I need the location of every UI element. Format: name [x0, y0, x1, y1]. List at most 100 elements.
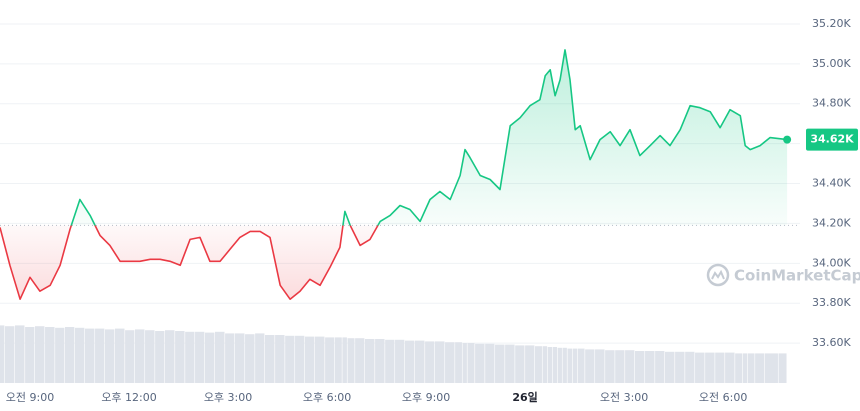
volume-bar	[505, 344, 515, 383]
volume-bar	[74, 327, 85, 383]
y-tick-label: 33.80K	[812, 296, 851, 309]
volume-bar	[525, 345, 535, 383]
volume-bar	[542, 346, 548, 383]
current-price-label: 34.62K	[810, 133, 854, 146]
current-price-tag	[806, 128, 858, 151]
volume-bar	[742, 353, 748, 383]
y-tick-label: 34.80K	[812, 97, 851, 110]
volume-bar	[45, 327, 55, 383]
volume-bar	[495, 344, 505, 383]
volume-bar	[567, 348, 573, 383]
volume-bar	[615, 350, 625, 383]
volume-bar	[577, 348, 585, 383]
volume-bar	[265, 335, 275, 383]
volume-bar	[705, 352, 715, 383]
volume-bar	[325, 337, 335, 383]
volume-bar	[404, 340, 415, 383]
volume-bar	[195, 331, 205, 383]
volume-bar	[315, 336, 325, 383]
volume-bar	[365, 339, 375, 383]
volume-bar	[434, 341, 445, 383]
volume-bar	[34, 326, 45, 383]
watermark-logo-mark	[711, 269, 725, 280]
volume-bar	[645, 351, 655, 383]
watermark: CoinMarketCap	[706, 263, 860, 287]
volume-bar	[125, 330, 135, 383]
volume-bar	[155, 331, 165, 383]
volume-bar	[462, 343, 467, 383]
volume-bar	[165, 330, 175, 383]
volume-bar	[334, 337, 342, 383]
volume-bar	[395, 339, 405, 383]
volume-bar	[475, 343, 485, 383]
watermark-logo	[706, 263, 730, 287]
volume-bar	[255, 333, 265, 383]
volume-bar	[145, 330, 155, 383]
volume-bar	[65, 327, 75, 383]
watermark-text: CoinMarketCap	[734, 267, 860, 285]
volume-bar	[185, 331, 195, 383]
y-tick-label: 34.40K	[812, 177, 851, 190]
volume-bar	[755, 353, 765, 383]
volume-bar	[605, 350, 615, 383]
volume-bar	[445, 342, 455, 383]
last-point	[783, 135, 792, 144]
volume-bar	[275, 335, 285, 383]
volume-bar	[778, 353, 787, 383]
volume-bar	[547, 347, 553, 383]
y-tick-label: 34.20K	[812, 216, 851, 229]
x-tick-label: 오전 6:00	[699, 391, 747, 404]
volume-bar	[585, 349, 595, 383]
volume-bar	[455, 342, 462, 383]
volume-bar	[572, 348, 578, 383]
volume-bar	[515, 345, 525, 383]
volume-bar	[295, 335, 305, 383]
volume-bar	[175, 331, 185, 383]
volume-bar	[695, 352, 705, 383]
volume-bar	[15, 325, 25, 383]
volume-bar	[25, 327, 35, 383]
x-tick-label: 오전 9:00	[6, 391, 54, 404]
volume-bar	[304, 336, 315, 383]
x-tick-label: 오후 9:00	[402, 391, 450, 404]
y-tick-label: 34.00K	[812, 256, 851, 269]
volume-bar	[747, 353, 755, 383]
volume-bar	[685, 351, 695, 383]
price-line	[0, 49, 788, 300]
volume-bar	[347, 338, 355, 383]
volume-bar	[625, 350, 635, 383]
volume-bar	[95, 328, 105, 383]
volume-bar	[355, 338, 365, 383]
volume-bar	[285, 335, 295, 383]
y-tick-label: 35.20K	[812, 17, 851, 30]
volume-bar	[467, 343, 475, 383]
volume-bar	[735, 353, 743, 383]
volume-bar	[725, 352, 735, 383]
volume-bar	[0, 325, 5, 383]
volume-bar	[557, 347, 562, 383]
volume-bar	[4, 326, 15, 383]
volume-bar	[104, 329, 115, 383]
volume-bar	[485, 343, 495, 383]
volume-bar	[134, 329, 145, 383]
volume-bar	[225, 333, 235, 383]
y-tick-label: 33.60K	[812, 336, 851, 349]
volume-bar	[665, 351, 675, 383]
volume-bar	[204, 332, 215, 383]
volume-bar	[534, 346, 542, 383]
volume-bar	[765, 353, 778, 383]
x-tick-label: 오후 3:00	[204, 391, 252, 404]
volume-bar	[562, 347, 567, 383]
volume-bar	[115, 328, 125, 383]
x-tick-label: 오후 6:00	[303, 391, 351, 404]
volume-bar	[634, 351, 645, 383]
x-tick-label: 오전 3:00	[600, 391, 648, 404]
price-area	[0, 49, 788, 300]
volume-bar	[675, 351, 685, 383]
x-tick-label: 오후 12:00	[101, 391, 156, 404]
x-tick-label: 26일	[512, 390, 537, 404]
volume-bar	[375, 339, 385, 383]
volume-bar	[655, 351, 665, 383]
y-tick-label: 35.00K	[812, 57, 851, 70]
